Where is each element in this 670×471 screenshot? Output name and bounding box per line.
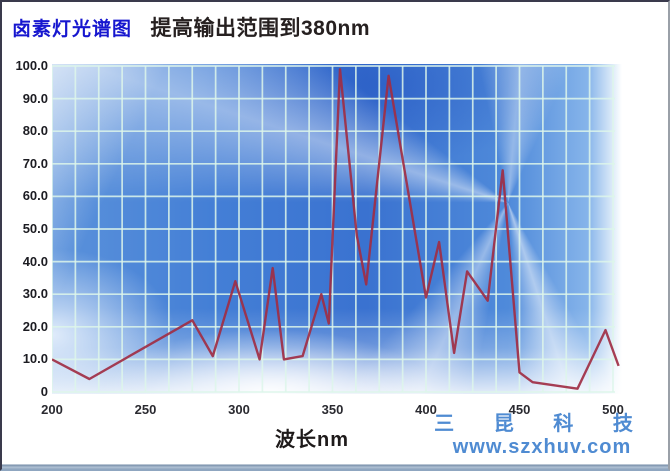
y-axis-tick-label: 40.0	[22, 253, 48, 269]
watermark-company-text: 三 昆 科 技	[434, 413, 650, 435]
x-axis-title: 波长nm	[275, 429, 349, 451]
y-axis-tick-label: 100.0	[15, 58, 48, 73]
plot-area	[52, 64, 622, 394]
x-axis-tick-label: 350	[321, 402, 344, 417]
x-axis-tick-label: 400	[415, 402, 437, 417]
chart-subtitle: 提高输出范围到380nm	[150, 17, 371, 40]
bottom-window-edge	[2, 462, 668, 469]
x-axis-tick-label: 500	[602, 402, 624, 417]
y-axis-tick-label: 80.0	[22, 123, 48, 139]
y-axis-tick-label: 10.0	[22, 351, 48, 367]
y-axis-tick-label: 20.0	[22, 318, 48, 334]
x-axis-tick-label: 300	[228, 402, 250, 417]
y-axis-tick-label: 90.0	[22, 90, 48, 106]
y-axis-tick-label: 60.0	[22, 188, 48, 204]
x-axis-tick-label: 450	[508, 402, 531, 417]
x-axis-tick-label: 200	[41, 402, 63, 417]
chart-title: 卤素灯光谱图	[12, 19, 133, 40]
x-axis-tick-label: 250	[134, 402, 157, 417]
watermark-url-text: www.szxhuv.com	[452, 436, 632, 458]
spectrum-line	[52, 68, 620, 390]
y-axis-tick-label: 0	[40, 384, 48, 399]
y-axis-tick-label: 50.0	[22, 221, 48, 236]
spectrum-chart-svg	[52, 65, 620, 393]
title-row: 卤素灯光谱图 提高输出范围到380nm	[12, 12, 652, 42]
y-axis-tick-label: 30.0	[22, 286, 48, 302]
watermark: 三 昆 科 技 www.szxhuv.com	[426, 413, 658, 458]
y-axis-tick-label: 70.0	[22, 155, 48, 171]
